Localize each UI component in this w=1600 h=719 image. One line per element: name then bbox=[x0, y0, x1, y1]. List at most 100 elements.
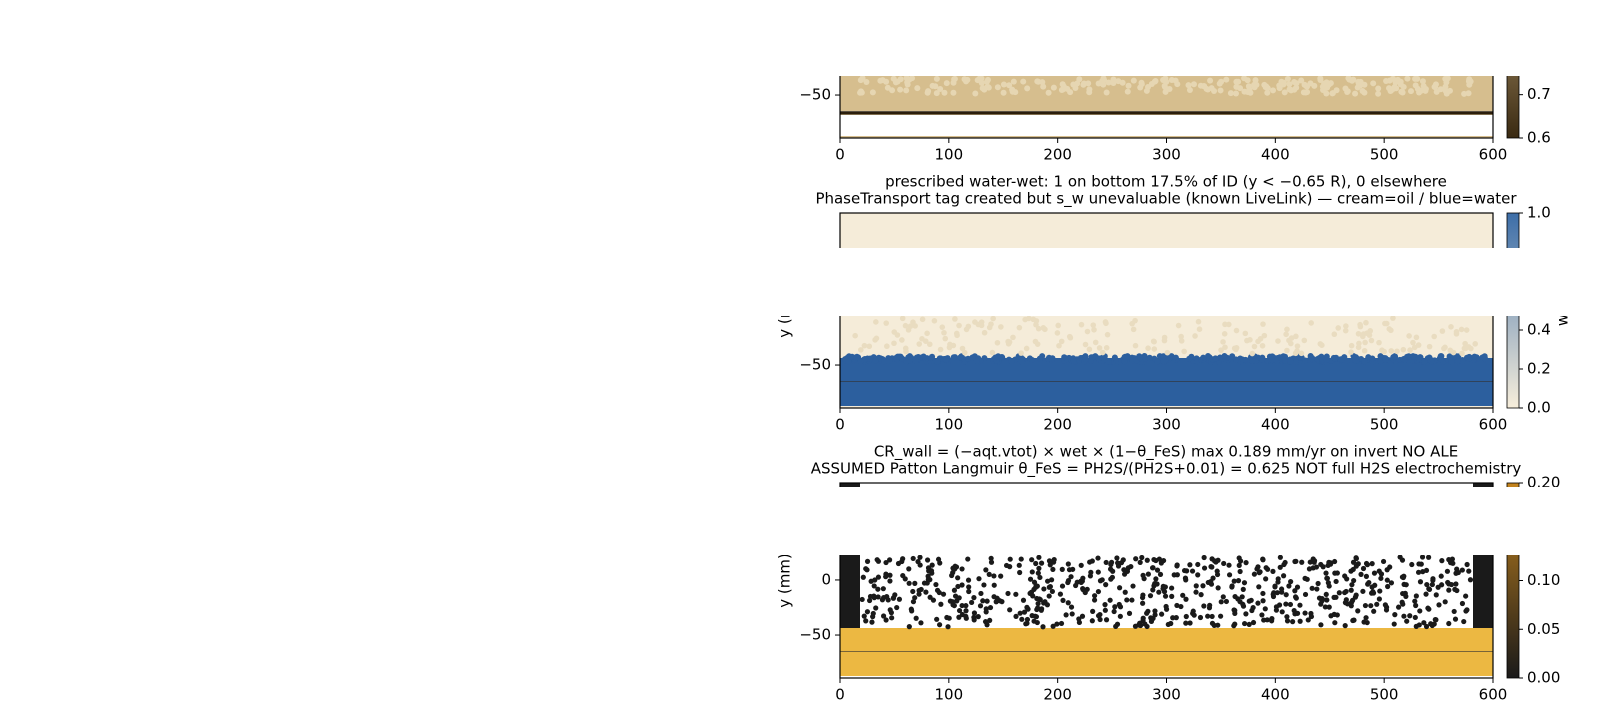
mesh-dot bbox=[1187, 620, 1193, 626]
mesh-dot bbox=[994, 339, 1001, 346]
mesh-dot bbox=[1033, 321, 1039, 328]
mesh-dot bbox=[910, 599, 917, 605]
mesh-dot bbox=[1294, 584, 1301, 590]
mesh-dot bbox=[965, 556, 971, 562]
mesh-dot bbox=[1146, 354, 1153, 361]
lower-region bbox=[840, 628, 1493, 676]
mesh-dot bbox=[956, 607, 963, 614]
mesh-dot bbox=[1355, 330, 1362, 337]
x-tick-label: 600 bbox=[1479, 416, 1508, 434]
mesh-dot bbox=[1174, 81, 1181, 88]
mesh-dot bbox=[1113, 623, 1119, 630]
mesh-dot bbox=[1142, 621, 1148, 627]
mesh-dot bbox=[937, 86, 944, 93]
mesh-dot bbox=[941, 89, 948, 96]
mesh-dot bbox=[973, 357, 980, 364]
mesh-dot bbox=[1186, 87, 1193, 94]
mesh-dot bbox=[1225, 321, 1232, 328]
mesh-dot bbox=[1218, 347, 1224, 353]
mesh-dot bbox=[1221, 560, 1227, 567]
mesh-dot bbox=[1032, 338, 1039, 345]
mesh-dot bbox=[955, 583, 961, 590]
mesh-dot bbox=[1429, 581, 1435, 588]
mesh-dot bbox=[1323, 570, 1329, 576]
mesh-dot bbox=[1451, 608, 1457, 615]
mesh-dot bbox=[1186, 355, 1193, 362]
mesh-dot bbox=[864, 558, 871, 564]
mesh-dot bbox=[1149, 565, 1156, 571]
mesh-dot bbox=[1117, 613, 1123, 619]
mesh-dot bbox=[902, 322, 909, 329]
mesh-dot bbox=[1461, 618, 1467, 625]
mesh-dot bbox=[1446, 587, 1452, 593]
mesh-dot bbox=[917, 554, 923, 560]
mesh-dot bbox=[1054, 621, 1060, 627]
mesh-dot bbox=[1323, 356, 1330, 363]
mesh-dot bbox=[1251, 81, 1258, 88]
mesh-dot bbox=[900, 572, 906, 579]
mesh-dot bbox=[1221, 331, 1228, 337]
mesh-dot bbox=[938, 601, 944, 607]
mesh-dot bbox=[1095, 355, 1102, 362]
mesh-dot bbox=[1302, 575, 1308, 581]
x-tick-label: 600 bbox=[1479, 146, 1508, 164]
mesh-dot bbox=[951, 587, 958, 593]
mesh-dot bbox=[883, 320, 890, 326]
colorbar-tick-label: 0.2 bbox=[1527, 360, 1551, 378]
mesh-dot bbox=[1394, 348, 1400, 355]
mesh-dot bbox=[912, 357, 919, 364]
mesh-dot bbox=[1039, 79, 1046, 86]
mesh-dot bbox=[1005, 590, 1011, 597]
mesh-dot bbox=[1215, 585, 1221, 591]
mesh-dot bbox=[1398, 88, 1405, 95]
mesh-dot bbox=[916, 587, 922, 594]
mesh-dot bbox=[969, 599, 975, 606]
mesh-dot bbox=[1091, 326, 1097, 333]
mesh-dot bbox=[1323, 90, 1330, 97]
mesh-dot bbox=[929, 82, 936, 89]
mesh-dot bbox=[933, 90, 940, 97]
mesh-dot bbox=[1058, 338, 1065, 345]
mesh-dot bbox=[1386, 77, 1393, 84]
mesh-dot bbox=[1040, 624, 1046, 630]
mesh-dot bbox=[1205, 613, 1211, 619]
mesh-dot bbox=[1138, 81, 1145, 88]
colorbar-label: w bbox=[1554, 314, 1572, 326]
mesh-dot bbox=[916, 591, 922, 597]
colorbar-tick-label: 0.4 bbox=[1527, 321, 1551, 339]
mesh-dot bbox=[978, 590, 984, 597]
mesh-dot bbox=[1433, 592, 1439, 598]
mesh-dot bbox=[935, 556, 942, 562]
mesh-dot bbox=[906, 580, 912, 586]
mesh-dot bbox=[1089, 354, 1096, 361]
colorbar-tick-label: 0.7 bbox=[1527, 85, 1551, 103]
mesh-dot bbox=[1110, 568, 1116, 574]
mesh-dot bbox=[1087, 573, 1093, 579]
y-tick-label: −50 bbox=[799, 356, 831, 374]
mesh-dot bbox=[871, 583, 877, 589]
mesh-dot bbox=[1315, 580, 1321, 587]
mesh-dot bbox=[1421, 620, 1427, 626]
mesh-dot bbox=[1302, 89, 1309, 96]
mesh-dot bbox=[867, 593, 874, 600]
mesh-dot bbox=[1281, 573, 1287, 579]
mesh-dot bbox=[971, 617, 977, 623]
mesh-dot bbox=[956, 614, 962, 620]
mesh-dot bbox=[1323, 591, 1329, 598]
mesh-dot bbox=[1378, 575, 1384, 581]
mesh-dot bbox=[1049, 355, 1056, 362]
mesh-dot bbox=[1139, 594, 1146, 601]
mesh-dot bbox=[984, 598, 990, 604]
mesh-dot bbox=[986, 571, 992, 577]
colorbar-tick-label: 1.0 bbox=[1527, 204, 1551, 222]
mesh-dot bbox=[1348, 342, 1355, 349]
mesh-dot bbox=[1103, 345, 1110, 351]
mesh-dot bbox=[1358, 571, 1364, 577]
mesh-dot bbox=[1175, 322, 1182, 329]
mesh-dot bbox=[1413, 334, 1420, 341]
mesh-dot bbox=[1376, 596, 1382, 602]
mesh-dot bbox=[1226, 562, 1232, 568]
mesh-dot bbox=[1016, 324, 1023, 331]
mesh-dot bbox=[1031, 618, 1037, 624]
mesh-dot bbox=[1376, 339, 1382, 346]
